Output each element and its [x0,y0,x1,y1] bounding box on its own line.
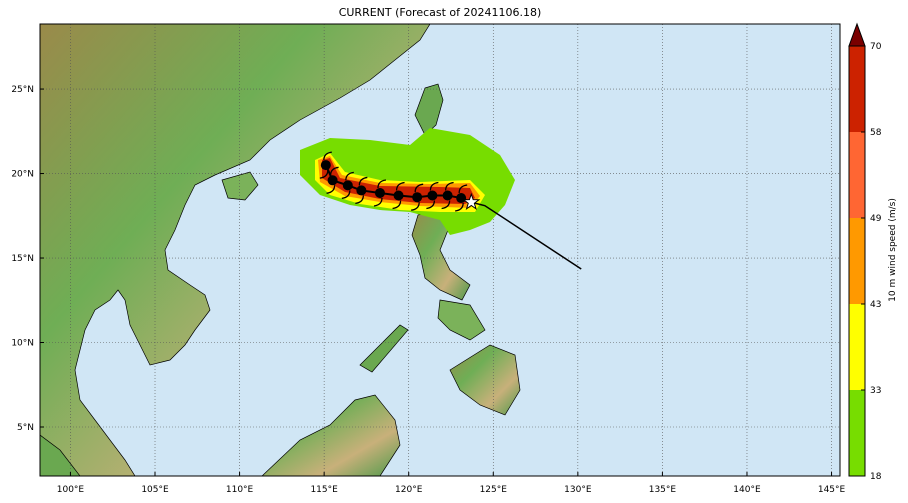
typhoon-symbol-icon [426,181,439,210]
colorbar-tick-label: 33 [870,386,881,396]
typhoon-symbol-arm [414,183,424,193]
typhoon-symbol-center [412,192,423,203]
typhoon-symbol-icon [392,181,405,210]
colorbar-segment [849,46,865,132]
past-track-line [471,201,582,270]
typhoon-symbol-arm [395,181,405,191]
mainland-asia [40,24,431,476]
typhoon-symbol-arm [377,179,387,189]
typhoon-symbol-arm [358,176,368,186]
typhoon-symbol-arm [441,200,451,210]
typhoon-symbol-center [427,190,438,201]
typhoon-symbol-arm [411,202,420,211]
colorbar-segment [849,304,865,390]
land-layer [40,24,521,476]
lon-tick-label: 145°E [818,485,846,495]
hainan-island [221,171,259,201]
typhoon-symbol-arm [323,151,332,161]
typhoon-symbol-arm [345,171,354,181]
lon-tick-label: 140°E [733,485,761,495]
lon-tick-label: 135°E [649,485,677,495]
map-title: CURRENT (Forecast of 20241106.18) [338,6,542,19]
typhoon-symbol-icon [373,179,387,207]
colorbar-tick-label: 43 [870,300,881,310]
colorbar-tick-label: 18 [870,472,882,482]
typhoon-symbol-arm [429,181,439,191]
typhoon-symbol-center [456,193,467,204]
lat-tick-label: 10°N [11,339,34,349]
typhoon-symbol-icon [411,183,424,211]
borneo-island [261,394,401,476]
palawan-island [359,324,409,373]
colorbar-frame [848,45,866,477]
typhoon-symbol-arm [426,200,436,210]
colorbar: 18 33 43 49 58 70 [848,22,882,482]
typhoon-symbol-arm [326,185,336,194]
map-frame [39,23,841,477]
typhoon-symbol-center [442,190,453,201]
typhoon-symbol-icon [455,184,468,212]
typhoon-symbol-icon [441,181,454,210]
lat-tick-label: 15°N [11,254,34,264]
typhoon-symbol-arm [341,190,351,200]
typhoon-symbol-center [374,187,385,198]
storm-track [319,151,582,270]
lat-tick-label: 5°N [17,423,34,433]
typhoon-symbol-icon [326,166,339,194]
typhoon-symbol-center [342,180,353,191]
mindanao-island [449,344,521,416]
lon-tick-label: 130°E [564,485,592,495]
typhoon-symbol-center [320,160,331,171]
typhoon-symbol-arm [444,181,454,191]
visayas-islands [437,299,486,341]
typhoon-symbol-arm [392,200,402,210]
lat-tick-label: 20°N [11,170,34,180]
lon-tick-label: 120°E [395,485,423,495]
colorbar-tick-label: 70 [870,42,882,52]
lon-tick-label: 110°E [226,485,254,495]
colorbar-segment [849,390,865,476]
colorbar-extend-arrow [848,22,866,47]
colorbar-tick-label: 58 [870,128,882,138]
typhoon-symbol-center [327,175,338,186]
typhoon-symbol-arm [355,195,365,205]
lon-tick-label: 105°E [141,485,169,495]
axes: 100°E 105°E 110°E 115°E 120°E 125°E 130°E 135°E… [11,85,845,495]
typhoon-symbol-arm [319,170,329,179]
colorbar-tick-label: 49 [870,214,882,224]
typhoon-symbol-icon [319,151,332,179]
colorbar-segment [849,218,865,304]
colorbar-label: 10 m wind speed (m/s) [888,198,898,302]
typhoon-symbol-center [393,190,404,201]
gridlines [40,24,840,476]
typhoon-symbol-icon [355,176,368,205]
lon-tick-label: 115°E [310,485,338,495]
lat-tick-label: 25°N [11,85,34,95]
sumatra-island [40,434,81,476]
typhoon-symbol-icon [341,171,354,200]
typhoon-symbol-arm [329,166,339,176]
star-icon [462,192,481,210]
lon-tick-label: 100°E [57,485,85,495]
colorbar-segment [849,132,865,218]
typhoon-symbol-arm [458,184,468,194]
lon-tick-label: 125°E [480,485,508,495]
typhoon-symbol-center [356,185,367,196]
typhoon-symbol-arm [455,203,464,212]
taiwan-island [414,83,444,136]
typhoon-symbol-arm [373,197,383,207]
